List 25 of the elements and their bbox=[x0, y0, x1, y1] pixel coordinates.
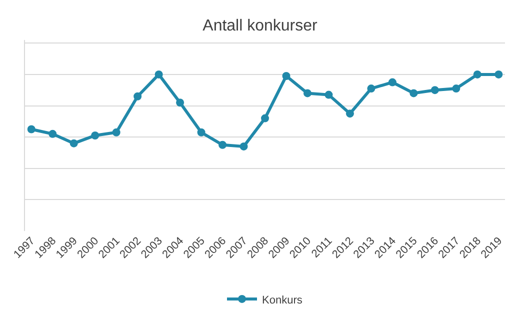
point bbox=[346, 110, 354, 118]
point bbox=[324, 90, 333, 99]
point bbox=[91, 132, 100, 140]
point bbox=[70, 139, 78, 148]
point bbox=[430, 86, 439, 94]
point bbox=[197, 128, 206, 136]
point bbox=[303, 89, 312, 98]
point bbox=[473, 70, 482, 78]
point bbox=[48, 130, 57, 138]
point bbox=[112, 128, 120, 136]
point bbox=[388, 78, 396, 86]
point bbox=[240, 142, 248, 150]
point bbox=[410, 89, 418, 98]
point bbox=[261, 114, 269, 122]
point bbox=[494, 70, 503, 78]
point bbox=[367, 84, 376, 93]
point bbox=[452, 84, 460, 93]
chart-title: Antall konkurser bbox=[202, 18, 318, 35]
legend-label: Konkurs bbox=[262, 294, 303, 306]
point bbox=[218, 140, 227, 149]
point bbox=[282, 72, 290, 80]
point bbox=[176, 98, 184, 107]
point bbox=[134, 92, 142, 100]
point bbox=[154, 70, 163, 78]
point bbox=[27, 125, 36, 134]
